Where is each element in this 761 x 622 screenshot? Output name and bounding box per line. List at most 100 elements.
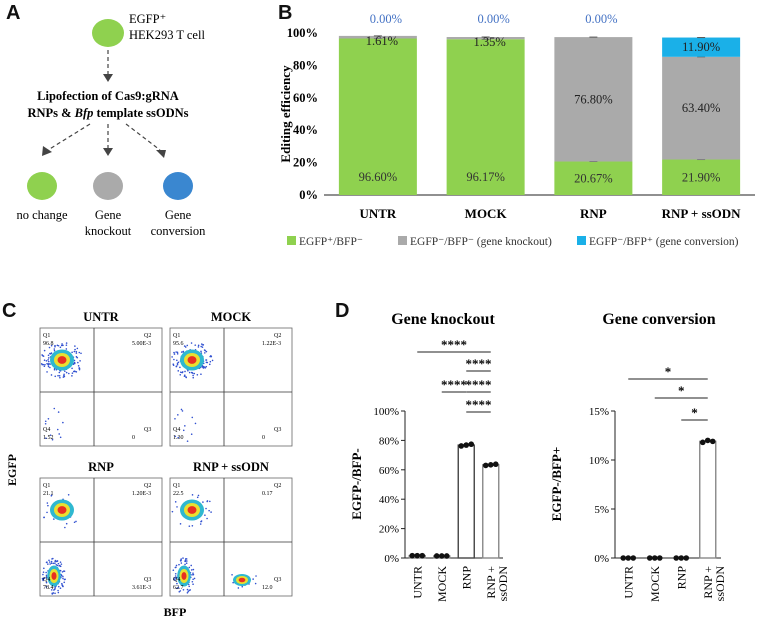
gene-knockout-chart: Gene knockout EGFP-/BFP- 0% 20% 40% 60% 80% 100… <box>349 311 510 602</box>
b-y-tick: 0% <box>299 188 318 202</box>
c-q3-label: Q3 <box>144 427 151 433</box>
c-density-peak <box>187 506 197 514</box>
b-y-tick: 80% <box>293 58 318 72</box>
c-x-axis-label: BFP <box>164 605 187 619</box>
c-event-dot <box>80 352 82 355</box>
c-density-peak <box>57 506 67 514</box>
c-event-dot <box>188 585 191 588</box>
c-event-dot <box>174 417 176 420</box>
c-event-dot <box>182 588 185 591</box>
c-event-dot <box>44 422 47 425</box>
c-event-dot <box>174 501 177 503</box>
c-event-dot <box>197 494 200 497</box>
c-event-dot <box>62 421 64 424</box>
c-event-dot <box>59 587 62 589</box>
c-event-dot <box>190 564 193 567</box>
c-event-dot <box>196 374 199 376</box>
d-data-point <box>409 552 416 559</box>
d-sig-label: * <box>678 383 685 398</box>
c-event-dot <box>77 365 80 367</box>
b-x-tick: RNP <box>580 206 607 221</box>
c-event-dot <box>61 571 64 573</box>
d-x-tick: RNP + <box>701 566 715 599</box>
c-event-dot <box>178 563 180 566</box>
c-event-dot <box>54 560 56 563</box>
d-y-tick: 100% <box>373 406 399 418</box>
c-event-dot <box>173 358 175 361</box>
d-data-point <box>625 555 632 561</box>
c-event-dot <box>47 357 50 359</box>
d-sig-label: **** <box>466 397 492 412</box>
c-event-dot <box>64 578 66 581</box>
c-event-dot <box>199 523 202 525</box>
c-q3-value: 3.61E-3 <box>132 585 151 591</box>
c-event-dot <box>180 558 183 560</box>
c-q2-label: Q2 <box>274 333 281 339</box>
b-legend-label: EGFP⁻/BFP⁺ (gene conversion) <box>589 236 739 248</box>
c-event-dot <box>51 438 54 441</box>
c-q4-value: 78.4 <box>43 585 54 591</box>
c-event-dot <box>193 372 196 375</box>
c-event-dot <box>73 350 76 353</box>
c-event-dot <box>65 344 68 346</box>
c-event-dot <box>176 353 179 355</box>
c-q3-value: 0 <box>262 435 265 441</box>
c-event-dot <box>45 360 48 362</box>
c-event-dot <box>45 437 47 439</box>
c-event-dot <box>59 376 61 379</box>
d-x-tick: RNP + <box>484 566 498 599</box>
c-event-dot <box>65 342 68 344</box>
c-event-dot <box>75 350 78 353</box>
c-event-dot <box>254 582 257 585</box>
d-x-tick: ssODN <box>496 566 510 602</box>
c-event-dot <box>209 500 211 503</box>
d-sig-label: **** <box>466 377 492 392</box>
outcome-cell-icon-0 <box>27 172 57 200</box>
c-event-dot <box>176 363 179 366</box>
d-sig-label: **** <box>441 337 467 352</box>
gene-conversion-chart: Gene conversion EGFP-/BFP+ 0% 5% 10% 15% UNTR M… <box>549 311 727 602</box>
panel-c-letter: C <box>2 300 17 322</box>
c-event-dot <box>63 374 65 377</box>
d-data-point <box>656 555 663 561</box>
c-event-dot <box>231 573 233 576</box>
c-event-dot <box>75 371 78 373</box>
c-event-dot <box>78 367 81 369</box>
c-plot-title: RNP + ssODN <box>193 460 269 474</box>
c-event-dot <box>184 370 186 373</box>
d-data-point <box>443 553 450 559</box>
c-q2-value: 0.17 <box>262 491 273 497</box>
c-event-dot <box>51 593 54 595</box>
c-event-dot <box>58 375 61 377</box>
c-event-dot <box>75 520 77 523</box>
d-data-point <box>630 555 637 561</box>
c-event-dot <box>197 346 200 348</box>
c-q3-label: Q3 <box>144 577 151 583</box>
c-event-dot <box>54 562 56 565</box>
c-event-dot <box>45 581 48 584</box>
c-event-dot <box>42 571 45 573</box>
c-event-dot <box>42 577 45 580</box>
c-event-dot <box>184 560 186 563</box>
b-bar-segment-1 <box>662 56 741 160</box>
cell-label-egfp: EGFP⁺ <box>129 12 166 26</box>
c-event-dot <box>73 521 76 524</box>
c-event-dot <box>175 351 177 353</box>
b-label-green: 21.90% <box>682 170 721 184</box>
c-event-dot <box>45 586 48 588</box>
c-density-peak <box>57 356 67 364</box>
d-y-tick: 40% <box>379 494 399 506</box>
d-y-tick: 10% <box>589 455 609 467</box>
b-y-tick: 100% <box>287 26 318 40</box>
c-y-axis-label: EGFP <box>5 454 19 486</box>
c-event-dot <box>65 348 68 350</box>
c-event-dot <box>53 349 56 352</box>
c-event-dot <box>45 576 48 578</box>
c-event-dot <box>67 493 70 496</box>
c-event-dot <box>186 560 188 562</box>
c-event-dot <box>42 573 44 576</box>
b-label-blue: 11.90% <box>682 40 720 54</box>
c-event-dot <box>79 360 81 362</box>
c-event-dot <box>185 376 188 379</box>
c-q1-value: 21.1 <box>43 491 54 497</box>
